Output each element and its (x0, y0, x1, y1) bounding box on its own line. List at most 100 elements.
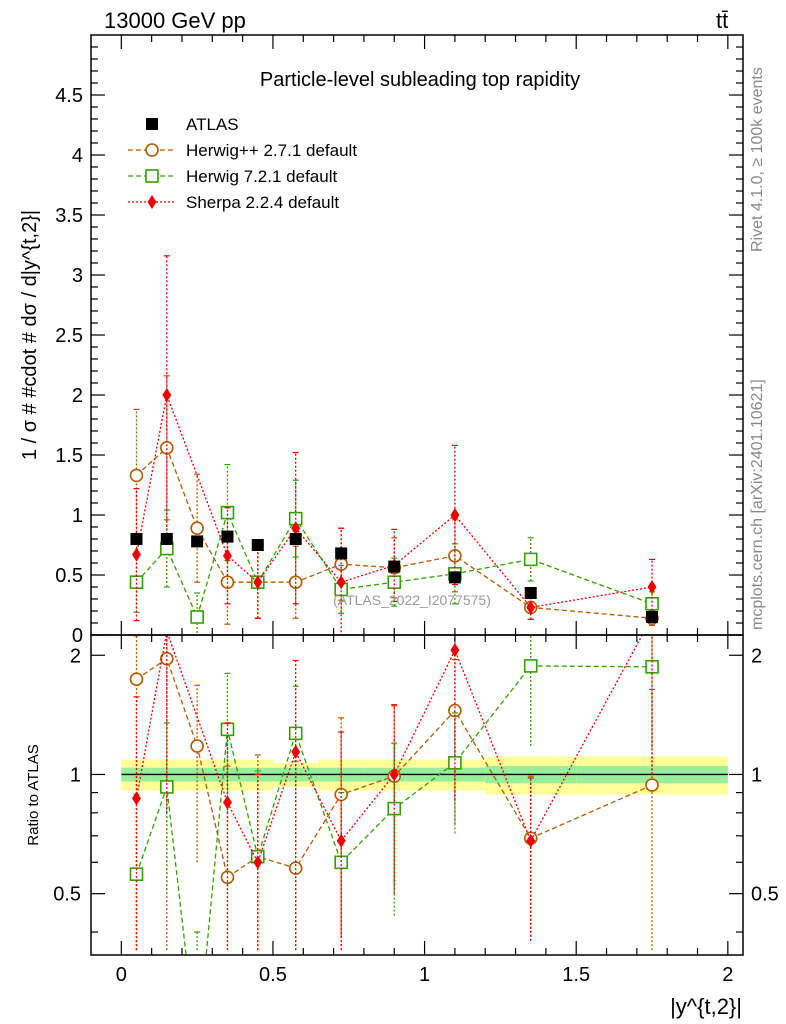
main-y-tick-label: 3.5 (55, 205, 83, 227)
ratio-data-point (291, 744, 301, 759)
ratio-y-tick-label: 0.5 (53, 884, 81, 906)
ratio-data-point (190, 739, 204, 753)
ratio-series-line (135, 635, 643, 864)
data-point (129, 575, 144, 590)
main-y-tick-label: 4 (72, 145, 83, 167)
ratio-y-tick-label-right: 2 (751, 645, 762, 667)
legend-label: ATLAS (186, 115, 239, 134)
data-point (191, 535, 204, 548)
data-point (647, 580, 657, 594)
main-y-axis-label: 1 / σ # #cdot # dσ / d|y^{t,2}| (19, 210, 41, 460)
data-point (160, 440, 174, 455)
ratio-data-point (645, 778, 659, 792)
main-y-tick-label: 1 (72, 505, 83, 527)
data-point (523, 552, 538, 567)
ratio-data-point (164, 635, 169, 639)
data-point (526, 600, 536, 615)
legend-entry: Herwig 7.2.1 default (128, 167, 337, 186)
chart-title: Particle-level subleading top rapidity (260, 69, 580, 91)
legend-label: Herwig++ 2.7.1 default (186, 141, 357, 160)
data-point (253, 575, 263, 590)
mcplots-label: mcplots.cern.ch [arXiv:2401.10621] (749, 379, 766, 630)
x-axis-label: |y^{t,2}| (670, 994, 742, 1019)
main-y-tick-label: 4.5 (55, 85, 83, 107)
main-axes: 0 0.5 1 1.5 2 2.5 3 3.5 4 4.5 (55, 34, 744, 647)
data-point (646, 611, 659, 623)
main-y-tick-label: 2.5 (55, 325, 83, 347)
legend-marker (146, 118, 158, 130)
data-point (291, 521, 301, 536)
main-panel: 0 0.5 1 1.5 2 2.5 3 3.5 4 4.5 Particle-level subl… (19, 34, 744, 647)
data-point (160, 533, 173, 545)
ratio-y-tick-label-right: 0.5 (751, 884, 779, 906)
ratio-data-point (336, 833, 346, 848)
data-point (222, 548, 232, 563)
ratio-data-point (645, 660, 659, 674)
ratio-data-point (253, 855, 263, 870)
data-point (450, 508, 460, 522)
ratio-data-point (389, 767, 399, 782)
data-point (130, 533, 143, 545)
legend-entry: Sherpa 2.2.4 default (128, 193, 339, 212)
ratio-data-point (129, 672, 144, 687)
data-point (448, 571, 461, 584)
ratio-series-2 (131, 635, 653, 951)
x-tick-label: 1.5 (562, 964, 590, 986)
legend-marker (145, 143, 159, 157)
x-tick-label: 0 (116, 964, 127, 986)
main-y-tick-label: 3 (72, 265, 83, 287)
ratio-data-point (222, 795, 232, 810)
ratio-y-tick-label: 2 (70, 645, 81, 667)
rivet-label: Rivet 4.1.0, ≥ 100k events (749, 67, 766, 252)
ratio-y-tick-label: 1 (70, 764, 81, 786)
main-y-tick-label: 2 (72, 385, 83, 407)
data-point (335, 547, 348, 560)
header-energy: 13000 GeV pp (104, 8, 246, 33)
header-process: tt̄ (716, 8, 728, 33)
x-tick-label: 2 (722, 964, 733, 986)
ratio-data-point (334, 787, 348, 802)
main-y-tick-label: 0 (72, 625, 83, 647)
ratio-y-axis-label: Ratio to ATLAS (25, 744, 42, 845)
x-tick-label: 1 (419, 964, 430, 986)
data-point (289, 533, 302, 545)
ratio-data-point (523, 659, 538, 673)
data-point (221, 530, 234, 543)
legend: ATLAS Herwig++ 2.7.1 default Herwig 7.2.1 … (128, 115, 357, 212)
ratio-y-tick-label-right: 1 (751, 764, 762, 786)
legend-marker (147, 195, 157, 209)
ratio-data-point (450, 643, 460, 658)
main-y-tick-label: 1.5 (55, 445, 83, 467)
ratio-frame (90, 634, 744, 956)
ratio-panel: 0.5 0.5 1 1 2 2 0 0.5 1 1.5 2 Ratio to ATLAS |y^{t… (25, 634, 779, 1019)
analysis-watermark: (ATLAS_2022_I2077575) (333, 592, 491, 608)
series-3 (131, 255, 657, 635)
data-point (129, 468, 144, 483)
data-point (524, 587, 537, 599)
ratio-uncertainty-bands (121, 756, 728, 795)
legend-entry: Herwig++ 2.7.1 default (128, 141, 357, 160)
legend-entry: ATLAS (146, 115, 239, 134)
data-point (336, 575, 346, 590)
ratio-axes: 0.5 0.5 1 1 2 2 0 0.5 1 1.5 2 (53, 634, 779, 986)
data-point (131, 547, 141, 562)
main-y-tick-label: 0.5 (55, 565, 83, 587)
data-point (387, 575, 402, 590)
data-point (162, 388, 172, 402)
ratio-data-point (131, 791, 141, 806)
series-line (135, 392, 653, 609)
x-tick-label: 0.5 (259, 964, 287, 986)
ratio-plot-content (121, 635, 728, 955)
data-point (190, 521, 204, 536)
legend-label: Herwig 7.2.1 default (186, 167, 337, 186)
series-0 (130, 530, 659, 623)
data-point (251, 539, 264, 551)
data-point (388, 560, 401, 573)
data-point (645, 596, 659, 611)
main-plot-content (129, 255, 659, 635)
data-point (190, 610, 204, 624)
legend-marker (145, 169, 159, 183)
ratio-data-point (526, 833, 536, 848)
legend-label: Sherpa 2.2.4 default (186, 193, 339, 212)
